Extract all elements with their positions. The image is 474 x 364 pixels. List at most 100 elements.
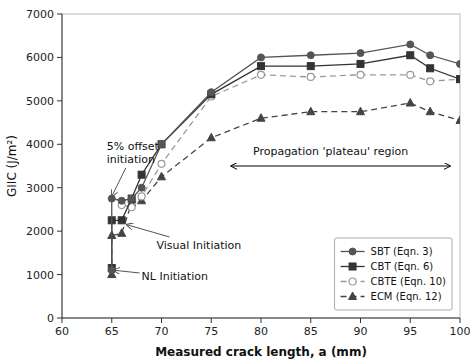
data-point	[258, 54, 265, 61]
series-line	[112, 103, 460, 275]
plot-frame	[62, 14, 460, 318]
x-tick	[62, 318, 63, 323]
data-point	[457, 76, 461, 83]
x-tick	[211, 318, 212, 323]
data-point	[357, 60, 364, 67]
data-point	[158, 141, 165, 148]
y-tick-label: 5000	[26, 95, 54, 108]
y-tick	[57, 318, 62, 319]
data-point	[407, 71, 414, 78]
x-tick	[310, 318, 311, 323]
data-point	[456, 116, 460, 124]
data-point	[307, 52, 314, 59]
annotation-arrow	[231, 166, 450, 167]
data-point	[257, 114, 265, 122]
x-tick-label: 70	[155, 325, 169, 338]
legend-marker	[349, 248, 356, 255]
y-axis-label: GIIC (J/m²)	[5, 135, 19, 197]
data-point	[158, 141, 165, 148]
x-tick-label: 80	[254, 325, 268, 338]
x-tick-label: 75	[204, 325, 218, 338]
data-point	[357, 107, 365, 115]
legend-label: ECM (Eqn. 12)	[371, 291, 442, 302]
data-point	[307, 63, 314, 70]
data-point	[128, 195, 135, 202]
data-point	[258, 63, 265, 70]
data-point	[158, 172, 166, 180]
annotation-text: 5% offsetinitiation	[107, 140, 160, 166]
y-tick-label: 0	[47, 312, 54, 325]
y-tick-label: 4000	[26, 138, 54, 151]
x-tick-label: 65	[105, 325, 119, 338]
data-point	[158, 160, 165, 167]
y-tick	[57, 57, 62, 58]
data-point	[118, 229, 126, 237]
data-point	[138, 193, 145, 200]
y-tick	[57, 231, 62, 232]
x-tick-label: 100	[450, 325, 471, 338]
series-line	[122, 75, 460, 207]
y-tick	[57, 144, 62, 145]
y-tick-label: 2000	[26, 225, 54, 238]
x-tick	[111, 318, 112, 323]
data-point	[357, 50, 364, 57]
y-tick	[57, 100, 62, 101]
y-tick	[57, 14, 62, 15]
legend: SBT (Eqn. 3) CBT (Eqn. 6) CBTE (Eqn. 10) EC…	[335, 238, 452, 310]
chart: 6065707580859095100010002000300040005000…	[0, 0, 474, 364]
annotation-text: NL Initiation	[142, 270, 208, 283]
data-point	[357, 71, 364, 78]
data-point	[457, 76, 461, 83]
x-tick	[261, 318, 262, 323]
data-point	[307, 73, 314, 80]
annotation-arrow	[127, 225, 170, 237]
data-point	[406, 99, 414, 107]
legend-marker	[349, 292, 357, 300]
y-tick-label: 3000	[26, 182, 54, 195]
legend-marker	[349, 263, 356, 270]
data-point	[426, 107, 434, 115]
x-tick-label: 95	[403, 325, 417, 338]
y-tick-label: 6000	[26, 51, 54, 64]
data-point	[427, 78, 434, 85]
x-tick	[410, 318, 411, 323]
legend-box	[335, 238, 452, 310]
x-tick	[360, 318, 361, 323]
x-tick-label: 85	[304, 325, 318, 338]
data-point	[307, 107, 315, 115]
legend-label: CBTE (Eqn. 10)	[371, 276, 446, 287]
annotation-arrow	[114, 270, 140, 273]
data-point	[407, 41, 414, 48]
x-tick-label: 60	[55, 325, 69, 338]
legend-label: CBT (Eqn. 6)	[371, 261, 434, 272]
data-point	[138, 171, 145, 178]
annotation-text: Propagation 'plateau' region	[253, 145, 408, 158]
x-tick-label: 90	[354, 325, 368, 338]
series-line	[112, 55, 460, 268]
legend-marker	[349, 278, 356, 285]
y-tick-label: 7000	[26, 8, 54, 21]
data-point	[208, 89, 215, 96]
data-point	[118, 217, 125, 224]
y-axis	[62, 14, 63, 318]
data-point	[207, 133, 215, 141]
annotations: 5% offsetinitiation Visual Initiation NL I…	[107, 140, 450, 283]
legend-label: SBT (Eqn. 3)	[371, 246, 433, 257]
y-tick-label: 1000	[26, 269, 54, 282]
x-axis-label: Measured crack length, a (mm)	[155, 345, 367, 359]
data-point	[427, 52, 434, 59]
y-tick	[57, 187, 62, 188]
x-axis	[62, 318, 460, 319]
data-point	[118, 197, 125, 204]
y-tick	[57, 274, 62, 275]
data-point	[407, 52, 414, 59]
annotation-text: Visual Initiation	[157, 239, 242, 252]
data-point	[427, 65, 434, 72]
series-line	[112, 44, 460, 270]
data-point	[138, 184, 145, 191]
data-point	[457, 60, 461, 67]
x-tick	[161, 318, 162, 323]
data-point	[128, 195, 135, 202]
data-point	[258, 71, 265, 78]
x-tick	[460, 318, 461, 323]
